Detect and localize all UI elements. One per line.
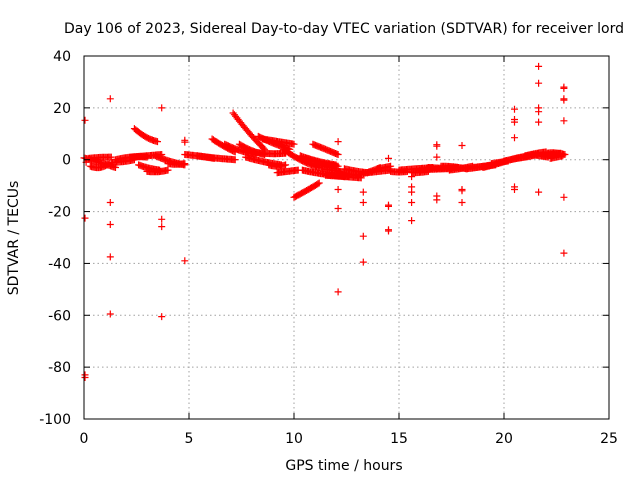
x-tick-labels: 0 5 10 15 20 25 [80, 431, 618, 447]
data-point [433, 196, 441, 204]
data-point [359, 199, 367, 206]
data-point [385, 154, 392, 162]
data-point [158, 223, 166, 231]
y-tick-labels: -100 -80 -60 -40 -20 0 20 40 [39, 49, 71, 428]
data-point [334, 138, 342, 146]
data-point [359, 232, 367, 240]
data-point [81, 214, 89, 222]
data-point [181, 257, 189, 265]
data-point [359, 188, 367, 196]
y-tick-label: -20 [48, 205, 71, 221]
data-point [458, 142, 466, 149]
y-tick-label: -100 [39, 412, 71, 428]
data-point [511, 118, 518, 126]
data-point [164, 166, 172, 174]
data-point [535, 118, 543, 126]
y-tick-label: -80 [48, 360, 71, 376]
data-point [535, 62, 543, 70]
data-point [560, 84, 568, 92]
data-point [334, 186, 342, 193]
data-point [559, 152, 567, 160]
data-point [315, 179, 323, 187]
y-tick-label: -60 [48, 308, 71, 324]
x-tick-label: 15 [390, 431, 408, 447]
data-point [408, 188, 416, 196]
data-point [385, 202, 392, 210]
data-point [560, 193, 568, 201]
data-point [282, 161, 290, 169]
data-point [106, 95, 114, 103]
data-point [334, 288, 342, 296]
data-points [80, 62, 569, 381]
data-point [106, 310, 114, 318]
x-tick-label: 0 [80, 431, 89, 447]
y-axis-label: SDTVAR / TECUs [6, 181, 22, 296]
data-point [81, 371, 89, 379]
data-point [314, 180, 322, 188]
plot-frame [83, 55, 610, 420]
data-point [158, 313, 166, 321]
data-point [511, 134, 518, 142]
data-point [433, 142, 441, 150]
axis-ticks [83, 55, 610, 420]
chart-title: Day 106 of 2023, Sidereal Day-to-day VTE… [64, 21, 624, 37]
data-point [511, 186, 518, 193]
data-point [511, 105, 518, 113]
data-point [158, 215, 166, 223]
data-point [433, 153, 441, 161]
data-point [181, 138, 189, 146]
x-axis-label: GPS time / hours [285, 458, 402, 474]
data-point [106, 253, 114, 261]
grid-lines [84, 56, 609, 419]
data-point [535, 108, 543, 116]
data-point [334, 151, 342, 158]
data-point [560, 117, 568, 125]
y-tick-label: 40 [53, 49, 71, 65]
data-point [181, 160, 189, 168]
data-point [458, 199, 466, 206]
data-point [106, 199, 114, 206]
data-point [385, 227, 392, 235]
x-tick-label: 5 [185, 431, 194, 447]
data-point [535, 188, 543, 196]
data-point [408, 199, 416, 206]
data-point [106, 221, 114, 228]
x-tick-label: 20 [495, 431, 513, 447]
y-tick-label: -40 [48, 256, 71, 272]
y-tick-label: 0 [62, 153, 71, 169]
data-point [334, 205, 342, 212]
x-tick-label: 10 [285, 431, 303, 447]
x-tick-label: 25 [600, 431, 618, 447]
data-point [560, 96, 568, 104]
data-point [359, 258, 367, 266]
data-point [231, 156, 239, 164]
data-point [290, 140, 298, 148]
data-point [154, 138, 161, 146]
data-point [458, 187, 466, 195]
data-point [81, 116, 89, 124]
y-tick-label: 20 [53, 101, 71, 117]
data-point [408, 173, 416, 181]
data-point [535, 79, 543, 87]
data-point [408, 217, 416, 225]
data-point [560, 249, 568, 257]
data-point [158, 104, 166, 112]
